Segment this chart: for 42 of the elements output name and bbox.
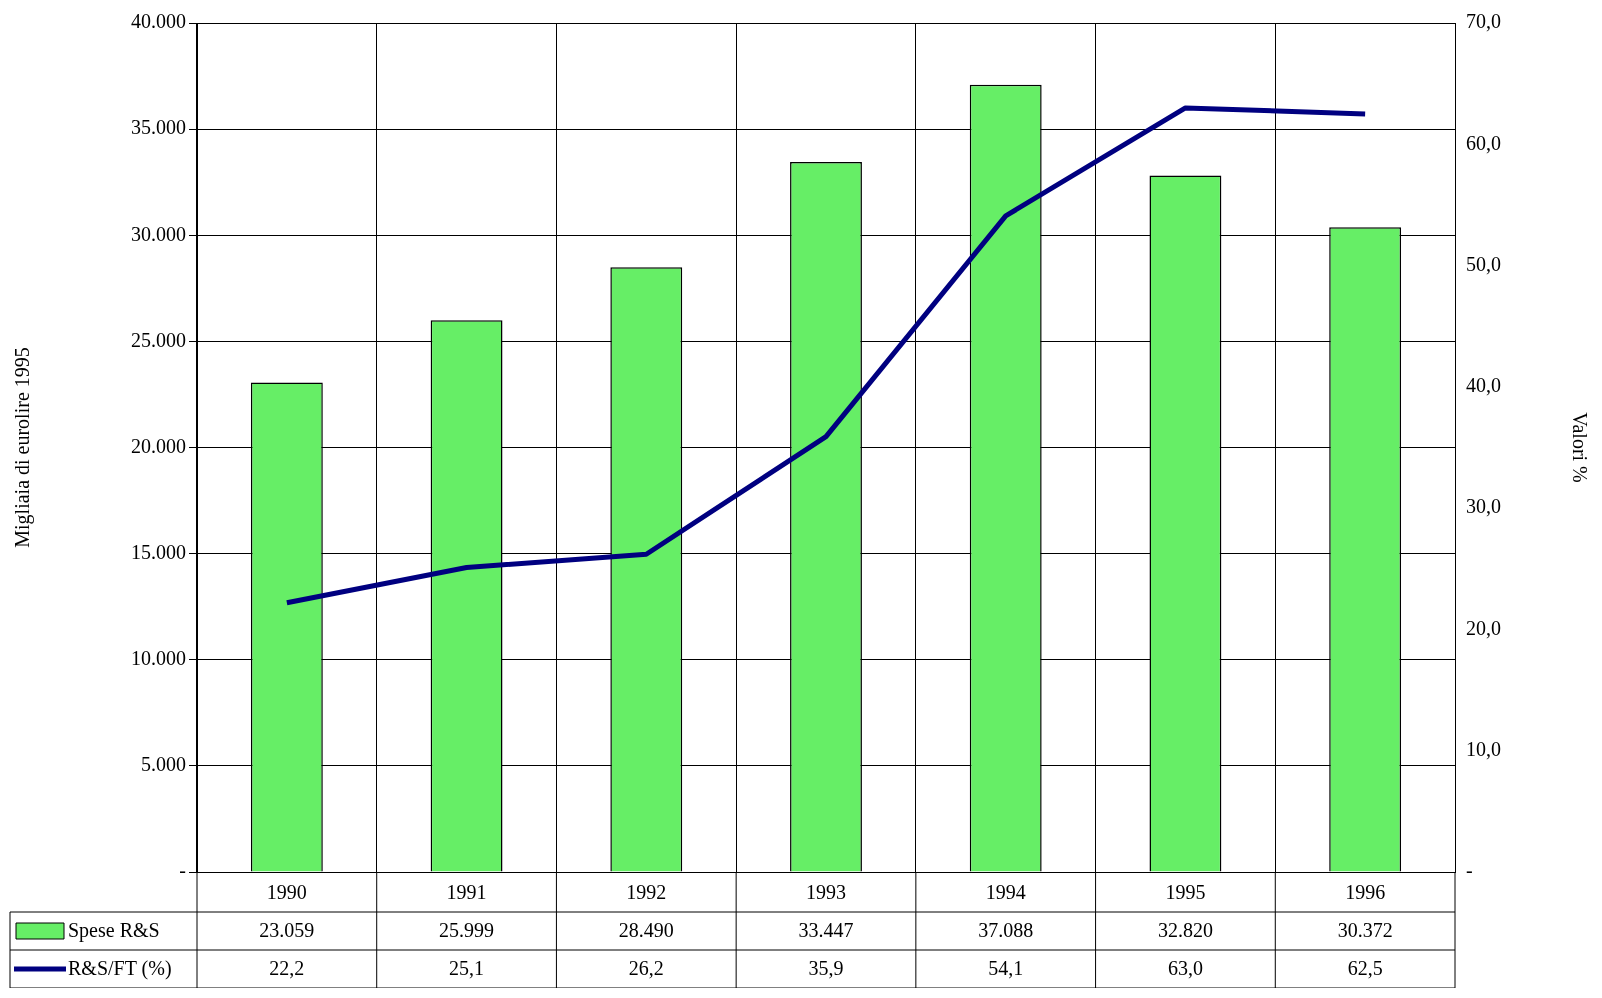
y2-tick-label: 10,0 xyxy=(1466,737,1501,760)
data-label: 28.490 xyxy=(618,919,674,942)
x-tick-label: 1992 xyxy=(626,881,667,904)
data-label: 32.820 xyxy=(1157,919,1213,942)
legend-label: R&S/FT (%) xyxy=(68,957,172,981)
data-label: 63,0 xyxy=(1167,957,1203,980)
data-label: 62,5 xyxy=(1347,957,1383,980)
data-label: 22,2 xyxy=(269,957,305,980)
y-axis-title: Migliaia di eurolire 1995 xyxy=(11,347,35,548)
data-label: 35,9 xyxy=(808,957,844,980)
y2-tick-label: 70,0 xyxy=(1466,10,1501,33)
x-tick-label: 1995 xyxy=(1165,881,1206,904)
y-tick-label: 25.000 xyxy=(131,328,186,351)
y2-tick-label: 40,0 xyxy=(1466,374,1501,397)
data-label: 37.088 xyxy=(978,919,1034,942)
data-label: 26,2 xyxy=(628,957,664,980)
legend-label: Spese R&S xyxy=(68,919,160,943)
x-tick-label: 1990 xyxy=(266,881,307,904)
y-tick-label: 5.000 xyxy=(141,753,186,776)
data-label: 23.059 xyxy=(259,919,315,942)
x-tick-label: 1993 xyxy=(806,881,846,904)
data-label: 30.372 xyxy=(1337,919,1393,942)
data-label: 54,1 xyxy=(988,957,1024,980)
y2-axis-title: Valori % xyxy=(1568,412,1591,483)
y2-tick-label: 60,0 xyxy=(1466,131,1501,154)
y-tick-label: 30.000 xyxy=(131,222,186,245)
data-label: 33.447 xyxy=(798,919,854,942)
data-label: 25,1 xyxy=(449,957,485,980)
y-tick-label: 20.000 xyxy=(131,434,186,457)
y2-tick-label: 30,0 xyxy=(1466,495,1501,518)
x-tick-label: 1991 xyxy=(446,881,487,904)
x-tick-label: 1994 xyxy=(985,881,1026,904)
y2-tick-label: - xyxy=(1466,859,1473,882)
x-tick-label: 1996 xyxy=(1345,881,1386,904)
y-tick-label: - xyxy=(179,859,186,882)
y-tick-label: 15.000 xyxy=(131,540,186,563)
y-tick-label: 35.000 xyxy=(131,116,186,139)
y-tick-label: 10.000 xyxy=(131,647,186,669)
y-tick-label: 40.000 xyxy=(131,10,186,33)
y2-tick-label: 20,0 xyxy=(1466,616,1501,639)
data-label: 25.999 xyxy=(439,919,495,942)
y2-tick-label: 50,0 xyxy=(1466,252,1501,275)
